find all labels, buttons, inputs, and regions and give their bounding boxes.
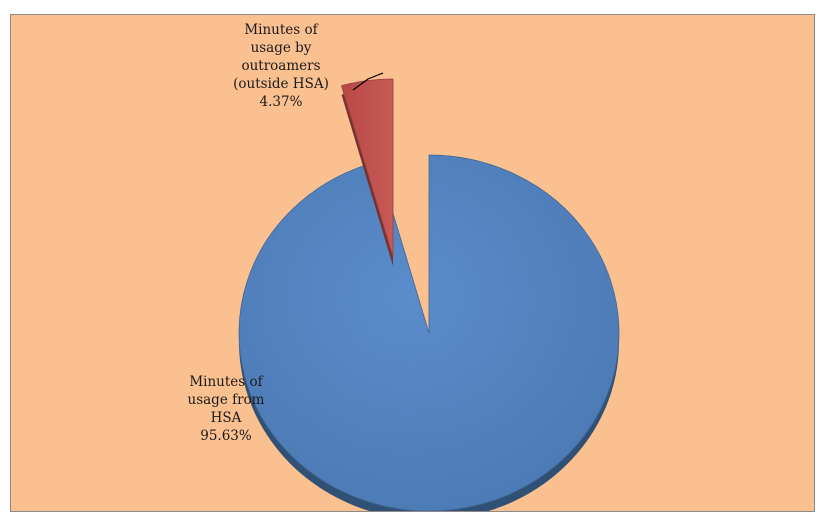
chart-area: Minutes of usage by outroamers (outside … (10, 14, 815, 512)
leader-line (352, 72, 384, 91)
slice-label-line: usage from (187, 392, 265, 408)
slice-label-line: Minutes of (189, 374, 263, 390)
slice-label-line: Minutes of (244, 22, 318, 38)
slice-value-label: 95.63% (200, 428, 252, 444)
slice-label-line: usage by (250, 40, 312, 56)
pie-chart (238, 72, 620, 511)
slice-label-line: outroamers (241, 58, 321, 74)
slice-label-outroamers: Minutes of usage by outroamers (outside … (201, 21, 361, 111)
pie-slice-0 (238, 154, 620, 511)
slice-label-hsa: Minutes of usage from HSA 95.63% (161, 373, 291, 445)
slice-label-line: HSA (210, 410, 242, 426)
slice-value-label: 4.37% (259, 94, 303, 110)
slice-label-line: (outside HSA) (233, 76, 329, 92)
pie-slice-1 (340, 78, 394, 258)
